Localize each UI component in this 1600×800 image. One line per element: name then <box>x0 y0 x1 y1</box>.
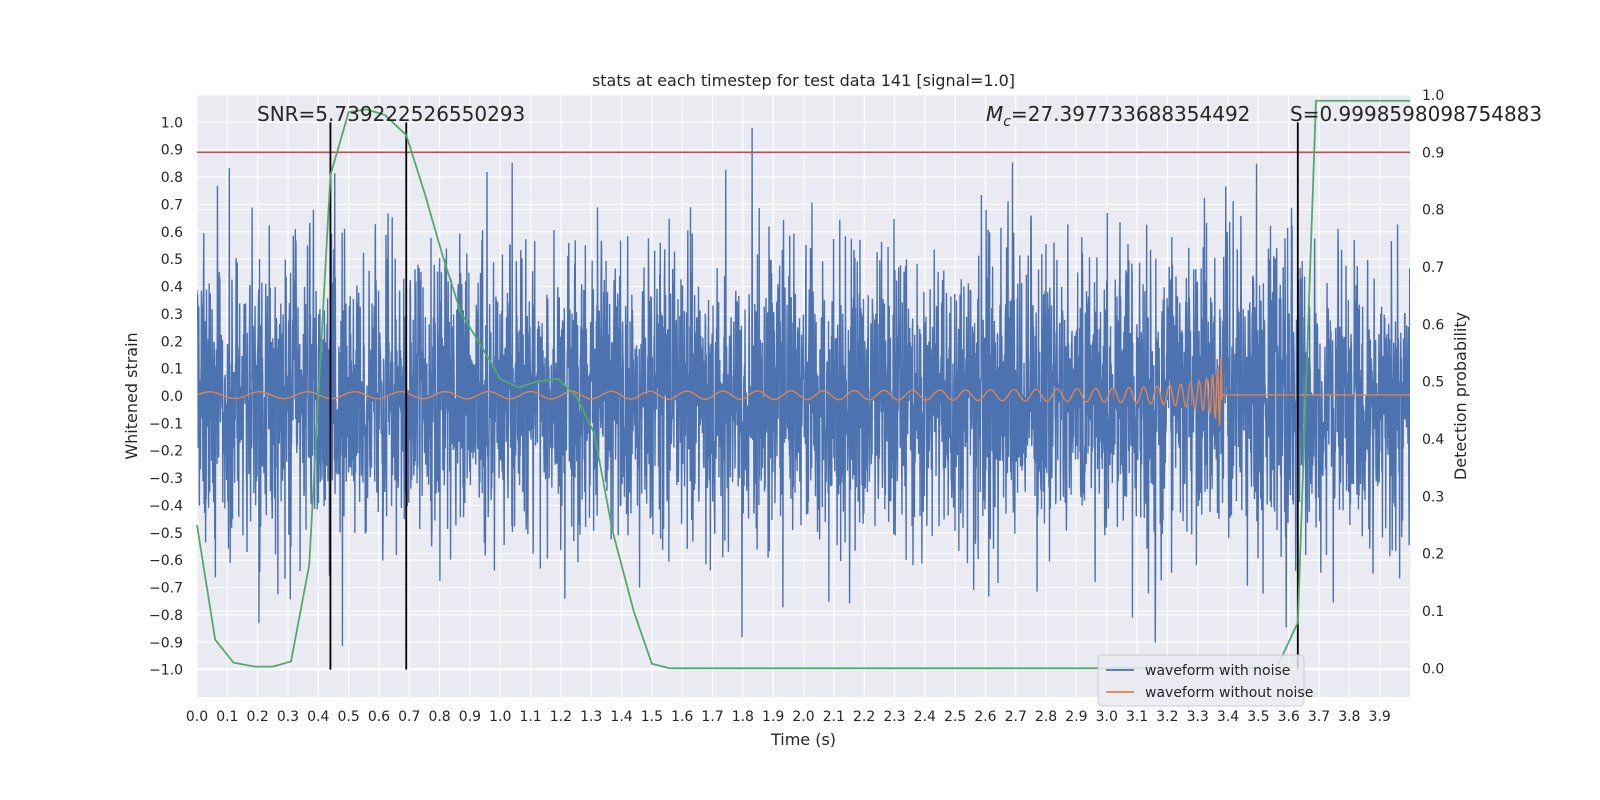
y2-tick-label: 0.5 <box>1422 375 1444 391</box>
x-tick-label: 3.7 <box>1308 709 1330 725</box>
x-tick-label: 1.5 <box>641 709 663 725</box>
y2-tick-label: 0.6 <box>1422 317 1444 333</box>
y-tick-label: −0.9 <box>149 635 183 651</box>
x-tick-label: 0.7 <box>398 709 420 725</box>
x-tick-label: 2.0 <box>792 709 814 725</box>
x-tick-label: 3.1 <box>1126 709 1148 725</box>
y2-tick-label: 0.0 <box>1422 661 1444 677</box>
x-tick-label: 1.0 <box>489 709 511 725</box>
waveform-without-noise-line <box>197 357 1410 427</box>
x-tick-label: 0.2 <box>247 709 269 725</box>
y2-tick-label: 0.3 <box>1422 489 1444 505</box>
x-tick-label: 1.7 <box>701 709 723 725</box>
x-tick-label: 0.1 <box>216 709 238 725</box>
x-tick-label: 1.4 <box>610 709 632 725</box>
y-tick-label: −0.5 <box>149 526 183 542</box>
y-tick-label: 0.6 <box>161 225 183 241</box>
y2-tick-label: 0.1 <box>1422 604 1444 620</box>
x-tick-label: 1.6 <box>671 709 693 725</box>
y-tick-label: −0.6 <box>149 553 183 569</box>
mc-subscript: c <box>1003 114 1011 130</box>
y2-axis-label: Detection probability <box>1451 312 1470 480</box>
legend: waveform with noise waveform without nois… <box>1097 654 1313 707</box>
chart-title: stats at each timestep for test data 141… <box>592 71 1015 90</box>
y2-tick-label: 0.4 <box>1422 432 1444 448</box>
mc-annotation: Mc=27.397733688354492 <box>986 102 1250 130</box>
y-tick-label: −0.8 <box>149 608 183 624</box>
y-tick-label: 0.9 <box>161 143 183 159</box>
y-tick-label: 0.4 <box>161 280 183 296</box>
x-tick-label: 1.3 <box>580 709 602 725</box>
x-tick-label: 2.4 <box>914 709 936 725</box>
y-tick-label: −0.7 <box>149 581 183 597</box>
x-tick-label: 2.8 <box>1035 709 1057 725</box>
data-layer <box>196 99 1410 670</box>
legend-label: waveform with noise <box>1145 663 1290 679</box>
y-tick-label: 0.2 <box>161 334 183 350</box>
s-annotation: S=0.9998598098754883 <box>1290 102 1542 126</box>
x-tick-label: 1.8 <box>732 709 754 725</box>
y-tick-label: 0.7 <box>161 197 183 213</box>
detection-probability-line <box>196 99 1410 670</box>
x-tick-label: 2.7 <box>1005 709 1027 725</box>
x-tick-label: 2.3 <box>883 709 905 725</box>
x-tick-label: 3.5 <box>1247 709 1269 725</box>
x-tick-label: 0.4 <box>307 709 329 725</box>
y-tick-label: 0.0 <box>161 389 183 405</box>
y-tick-label: −1.0 <box>149 663 183 679</box>
y2-tick-label: 0.8 <box>1422 203 1444 219</box>
y2-tick-label: 1.0 <box>1422 88 1444 104</box>
x-tick-label: 0.6 <box>368 709 390 725</box>
y-tick-label: 0.5 <box>161 252 183 268</box>
legend-box <box>1097 654 1305 707</box>
mc-symbol: M <box>986 102 1003 126</box>
y-tick-label: 0.1 <box>161 362 183 378</box>
snr-annotation: SNR=5.739222526550293 <box>257 102 525 126</box>
y-tick-label: −0.4 <box>149 498 183 514</box>
x-tick-label: 0.3 <box>277 709 299 725</box>
mc-value: =27.397733688354492 <box>1011 102 1250 126</box>
x-tick-label: 3.9 <box>1369 709 1391 725</box>
x-tick-label: 3.8 <box>1338 709 1360 725</box>
y-tick-label: 0.8 <box>161 170 183 186</box>
x-tick-label: 1.1 <box>519 709 541 725</box>
x-tick-label: 0.5 <box>337 709 359 725</box>
x-tick-label: 3.2 <box>1156 709 1178 725</box>
x-tick-label: 3.0 <box>1096 709 1118 725</box>
x-tick-label: 2.2 <box>853 709 875 725</box>
x-tick-label: 0.9 <box>459 709 481 725</box>
x-tick-label: 2.9 <box>1065 709 1087 725</box>
x-tick-label: 2.5 <box>944 709 966 725</box>
x-axis-label: Time (s) <box>770 730 836 749</box>
x-tick-label: 2.1 <box>823 709 845 725</box>
y2-tick-label: 0.9 <box>1422 145 1444 161</box>
y2-tick-label: 0.7 <box>1422 260 1444 276</box>
y-tick-label: −0.2 <box>149 444 183 460</box>
y-tick-label: −0.1 <box>149 416 183 432</box>
tick-labels: 0.0 0.1 0.2 0.3 0.4 0.5 0.6 0.7 0.8 0.9 1.0 1.1 1.2 1… <box>149 88 1444 725</box>
y-axis-label: Whitened strain <box>122 332 141 459</box>
y-tick-label: 1.0 <box>161 115 183 131</box>
x-tick-label: 3.3 <box>1187 709 1209 725</box>
waveform-with-noise-line <box>197 127 1410 647</box>
x-tick-label: 1.9 <box>762 709 784 725</box>
x-tick-label: 3.4 <box>1217 709 1239 725</box>
legend-label: waveform without noise <box>1145 685 1313 701</box>
x-tick-label: 0.0 <box>186 709 208 725</box>
x-tick-label: 2.6 <box>974 709 996 725</box>
y2-tick-label: 0.2 <box>1422 547 1444 563</box>
x-tick-label: 1.2 <box>550 709 572 725</box>
x-tick-label: 0.8 <box>428 709 450 725</box>
y-tick-label: 0.3 <box>161 307 183 323</box>
y-tick-label: −0.3 <box>149 471 183 487</box>
x-tick-label: 3.6 <box>1278 709 1300 725</box>
